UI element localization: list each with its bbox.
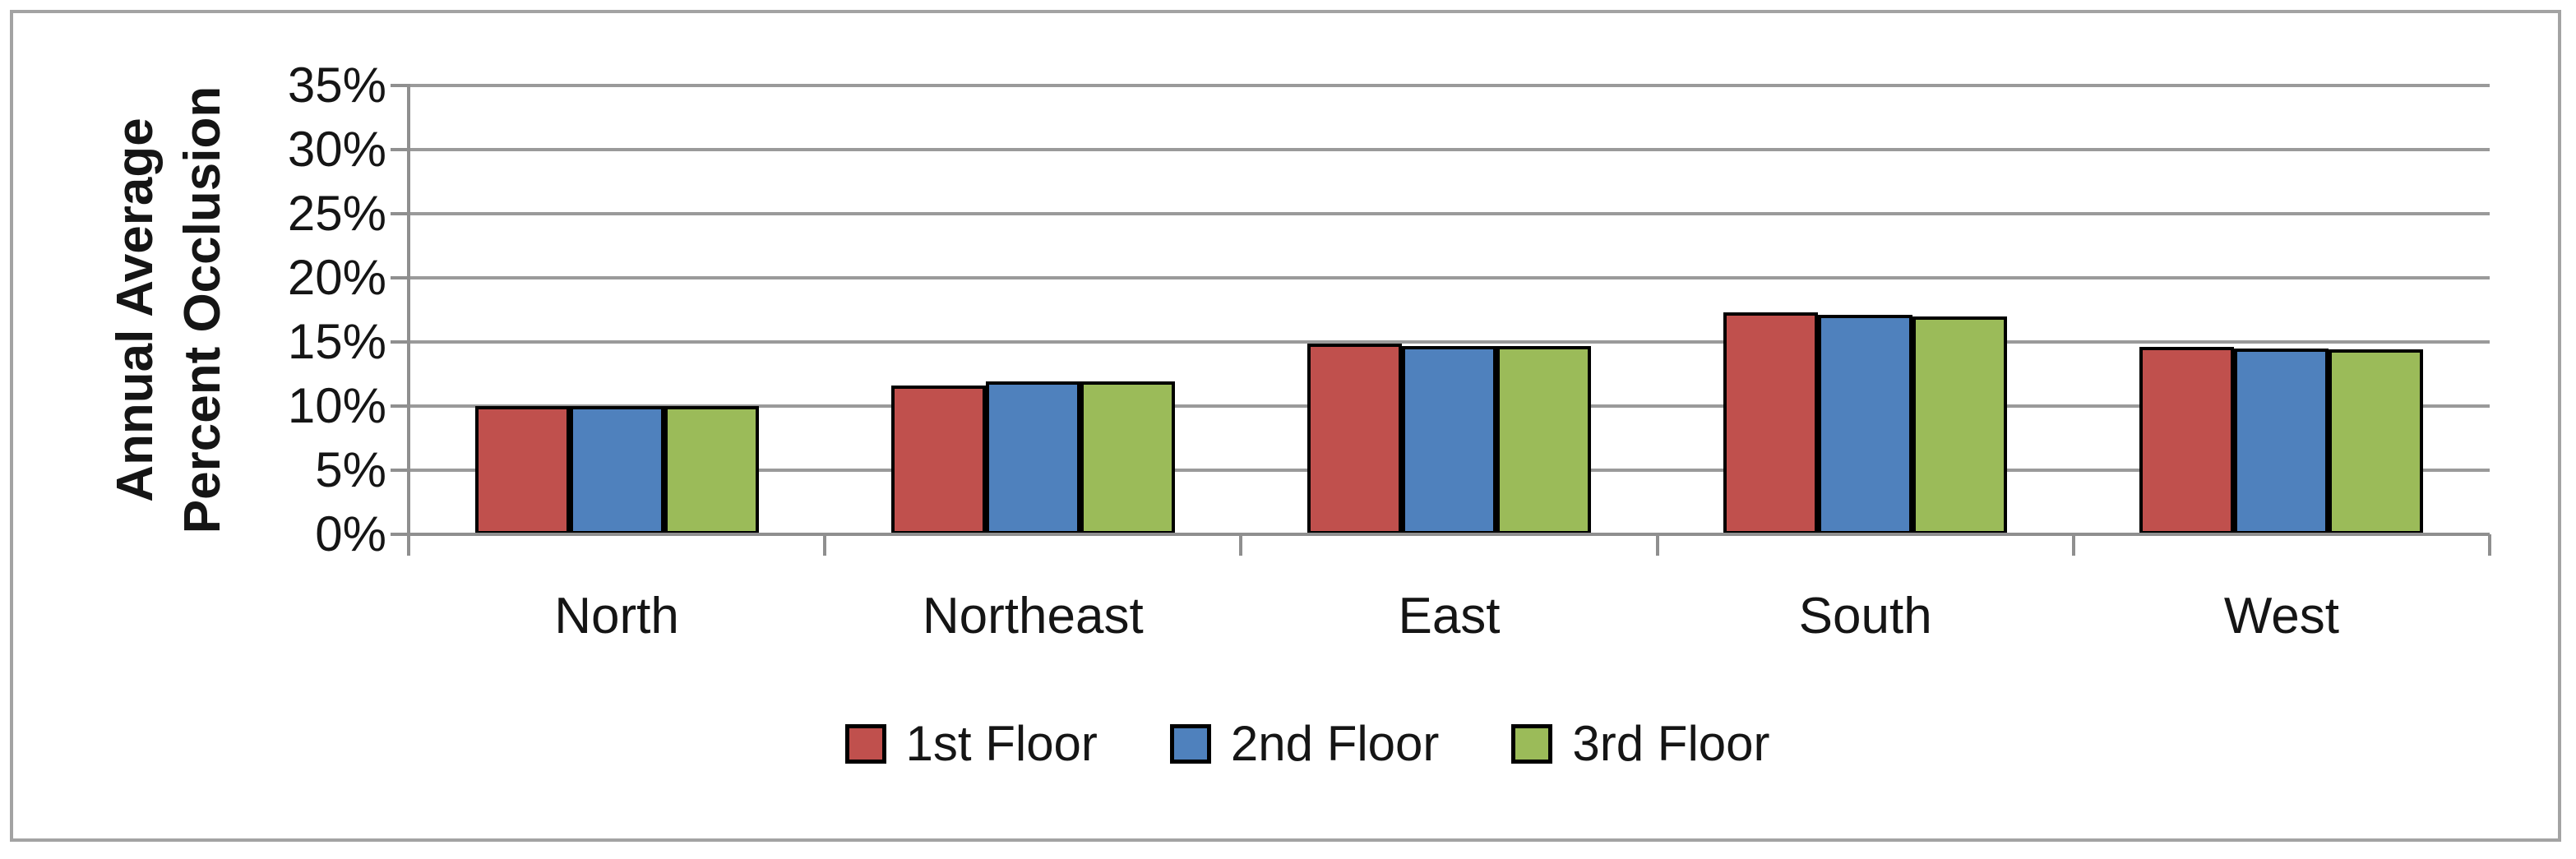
bar-1st-floor-south	[1723, 312, 1819, 534]
y-tick-label: 25%	[287, 186, 386, 241]
x-axis-tick	[1239, 534, 1243, 556]
bar-1st-floor-east	[1307, 343, 1402, 534]
legend-label: 1st Floor	[905, 716, 1098, 771]
figure-border	[10, 10, 2561, 842]
legend-item: 3rd Floor	[1511, 716, 1770, 771]
bar-1st-floor-northeast	[890, 386, 986, 534]
grid-line	[409, 148, 2490, 151]
bar-3rd-floor-south	[1912, 316, 2008, 534]
category-label: South	[1798, 588, 1932, 644]
legend: 1st Floor 2nd Floor 3rd Floor	[0, 717, 2576, 771]
bar-2nd-floor-east	[1402, 345, 1496, 534]
grid-line	[409, 84, 2490, 87]
legend-item: 2nd Floor	[1169, 716, 1440, 771]
legend-item: 1st Floor	[844, 716, 1098, 771]
y-axis-tick	[391, 533, 409, 536]
y-axis-title-line1: Annual Average	[107, 118, 164, 502]
y-tick-label: 0%	[315, 506, 386, 561]
x-axis-tick	[407, 534, 410, 556]
y-axis-title-line2: Percent Occlusion	[174, 85, 231, 534]
bar-3rd-floor-east	[1496, 345, 1591, 534]
bar-2nd-floor-northeast	[985, 381, 1080, 534]
legend-swatch-1st-floor	[844, 724, 886, 764]
x-axis-tick	[2488, 534, 2491, 556]
bar-2nd-floor-north	[569, 406, 664, 534]
bar-1st-floor-north	[474, 406, 570, 534]
grid-line	[409, 212, 2490, 215]
bar-1st-floor-west	[2139, 347, 2235, 534]
bar-3rd-floor-north	[664, 406, 759, 534]
legend-label: 3rd Floor	[1572, 716, 1770, 771]
y-tick-label: 10%	[287, 378, 386, 433]
grid-line	[409, 340, 2490, 344]
y-tick-label: 35%	[287, 58, 386, 113]
legend-swatch-2nd-floor	[1169, 724, 1211, 764]
y-axis-tick	[391, 276, 409, 279]
grid-line	[409, 276, 2490, 279]
category-label: Northeast	[922, 588, 1144, 644]
legend-label: 2nd Floor	[1230, 716, 1440, 771]
bar-3rd-floor-west	[2329, 349, 2424, 534]
y-axis-tick	[391, 148, 409, 151]
y-axis-tick	[391, 404, 409, 408]
y-axis-tick	[391, 340, 409, 344]
category-label: East	[1398, 588, 1501, 644]
category-label: North	[554, 588, 679, 644]
y-axis-line	[407, 84, 410, 556]
y-axis-tick	[391, 469, 409, 472]
y-axis-tick	[391, 212, 409, 215]
bar-2nd-floor-west	[2234, 348, 2329, 534]
bar-2nd-floor-south	[1818, 315, 1913, 534]
y-axis-tick	[391, 84, 409, 87]
y-tick-label: 20%	[287, 250, 386, 305]
y-tick-label: 5%	[315, 442, 386, 497]
x-axis-line	[409, 533, 2490, 536]
x-axis-tick	[2071, 534, 2075, 556]
y-axis-title: Annual Average Percent Occlusion	[102, 86, 237, 533]
x-axis-tick	[823, 534, 827, 556]
x-axis-tick	[1655, 534, 1659, 556]
y-tick-label: 30%	[287, 122, 386, 177]
bar-3rd-floor-northeast	[1080, 381, 1175, 534]
legend-swatch-3rd-floor	[1511, 724, 1553, 764]
y-tick-label: 15%	[287, 314, 386, 369]
category-label: West	[2223, 588, 2339, 644]
